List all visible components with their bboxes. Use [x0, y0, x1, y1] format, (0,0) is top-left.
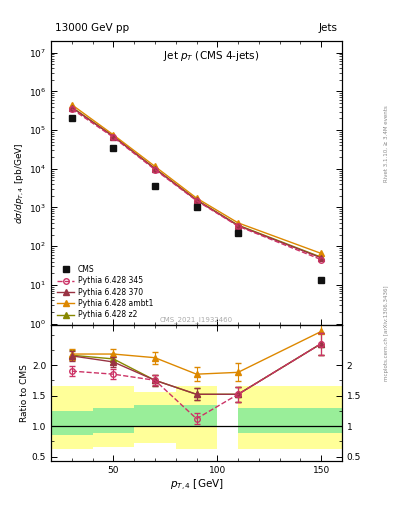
- Text: 13000 GeV pp: 13000 GeV pp: [55, 23, 129, 33]
- Bar: [51, 387, 93, 449]
- Bar: [134, 393, 176, 443]
- Bar: [238, 387, 342, 449]
- Y-axis label: Ratio to CMS: Ratio to CMS: [20, 364, 29, 422]
- Text: Jets: Jets: [319, 23, 338, 33]
- Legend: CMS, Pythia 6.428 345, Pythia 6.428 370, Pythia 6.428 ambt1, Pythia 6.428 z2: CMS, Pythia 6.428 345, Pythia 6.428 370,…: [55, 263, 156, 322]
- Bar: [51, 411, 93, 435]
- Bar: [93, 408, 134, 433]
- Bar: [134, 404, 176, 426]
- Bar: [93, 387, 134, 447]
- X-axis label: $p_{T,4}$ [GeV]: $p_{T,4}$ [GeV]: [170, 477, 223, 493]
- Y-axis label: $d\sigma/dp_{T,4}$ [pb/GeV]: $d\sigma/dp_{T,4}$ [pb/GeV]: [13, 142, 26, 224]
- Text: Rivet 3.1.10, ≥ 3.4M events: Rivet 3.1.10, ≥ 3.4M events: [384, 105, 389, 182]
- Bar: [176, 404, 217, 426]
- Bar: [238, 408, 342, 433]
- Text: CMS_2021_I1932460: CMS_2021_I1932460: [160, 316, 233, 323]
- Text: Jet $p_T$ (CMS 4-jets): Jet $p_T$ (CMS 4-jets): [163, 50, 259, 63]
- Text: mcplots.cern.ch [arXiv:1306.3436]: mcplots.cern.ch [arXiv:1306.3436]: [384, 285, 389, 380]
- Bar: [176, 387, 217, 449]
